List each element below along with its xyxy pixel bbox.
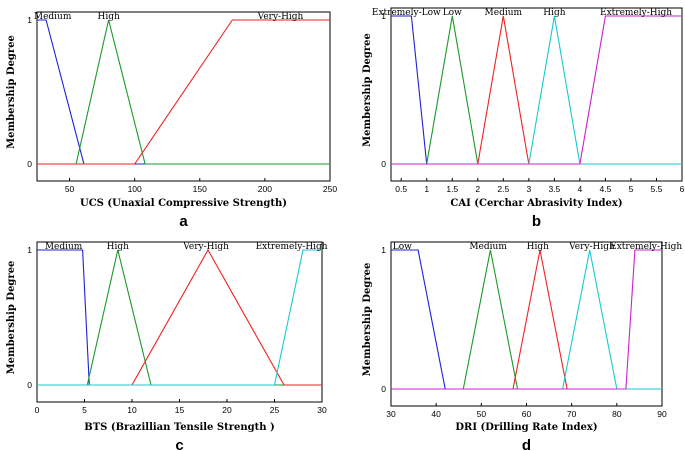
x-axis-title: CAI (Cerchar Abrasivity Index): [450, 198, 622, 209]
x-tick-label: 3: [526, 184, 531, 194]
x-tick-label: 250: [323, 184, 337, 194]
x-tick-label: 40: [431, 409, 441, 419]
y-tick-label: 0: [27, 380, 32, 390]
x-tick-label: 3.5: [548, 184, 560, 194]
series-label-high: High: [543, 8, 565, 18]
y-axis-title: Membership Degree: [6, 261, 17, 375]
series-label-extremely-low: Extremely-Low: [372, 8, 441, 18]
series-label-medium: Medium: [34, 12, 72, 22]
x-tick-label: 80: [612, 409, 622, 419]
chart-panel-d: 0 1 30 40 50 60 70 80 90 DRI (Drilling Rate Index…: [362, 241, 682, 451]
chart-panel-b: 0 1 0.5 1 1.5 2 2.5 3 3.5 4 4.5 5 5.5 6 CAI (Cerchar A…: [362, 7, 685, 230]
x-tick-label: 5: [629, 184, 634, 194]
x-tick-label: 0.5: [395, 184, 407, 194]
series-label-very-high: Very-High: [257, 12, 304, 22]
x-tick-label: 0: [35, 405, 40, 415]
x-tick-label: 50: [477, 409, 487, 419]
x-axis-title: UCS (Unaxial Compressive Strength): [80, 198, 287, 209]
series-label-medium: Medium: [45, 242, 83, 252]
series-line-extremely-high: [37, 249, 322, 386]
x-tick-label: 30: [317, 405, 327, 415]
series-label-very-high: Very-High: [182, 242, 229, 252]
y-tick-label: 0: [27, 159, 32, 169]
series-line-extremely-high: [391, 249, 662, 390]
y-axis-title: Membership Degree: [362, 263, 373, 377]
x-axis-title: BTS (Brazillian Tensile Strength ): [84, 422, 274, 433]
x-tick-label: 2: [475, 184, 480, 194]
series-label-extremely-high: Extremely-High: [256, 242, 328, 252]
series-line-very-high: [37, 19, 330, 165]
series-label-high: High: [107, 242, 129, 252]
x-tick-label: 2.5: [497, 184, 509, 194]
series-label-medium: Medium: [485, 8, 523, 18]
x-tick-label: 150: [193, 184, 207, 194]
series-line-extremely-low: [391, 15, 682, 165]
series-label-low: Low: [393, 242, 412, 252]
x-tick-label: 1.5: [446, 184, 458, 194]
y-tick-label: 0: [381, 159, 386, 169]
x-tick-label: 50: [65, 184, 75, 194]
x-tick-label: 1: [424, 184, 429, 194]
x-tick-label: 6: [680, 184, 685, 194]
plot-frame: [390, 7, 683, 182]
panel-letter: b: [532, 213, 541, 230]
y-tick-label: 1: [381, 245, 386, 255]
x-tick-label: 10: [127, 405, 137, 415]
panel-letter: c: [175, 437, 183, 451]
x-tick-label: 90: [657, 409, 667, 419]
series-line-high: [391, 15, 682, 165]
y-tick-label: 1: [27, 15, 32, 25]
y-tick-label: 1: [27, 245, 32, 255]
plot-frame: [36, 241, 323, 403]
x-tick-label: 20: [222, 405, 232, 415]
plot-frame: [390, 241, 663, 407]
x-tick-label: 4: [578, 184, 583, 194]
series-line-medium: [391, 15, 682, 165]
plot-frame: [36, 11, 331, 182]
x-tick-label: 200: [258, 184, 272, 194]
series-label-extremely-high: Extremely-High: [610, 242, 682, 252]
x-tick-label: 15: [175, 405, 185, 415]
series-label-high: High: [97, 12, 119, 22]
x-axis-title: DRI (Drilling Rate Index): [455, 422, 597, 433]
x-tick-label: 70: [567, 409, 577, 419]
series-label-medium: Medium: [469, 242, 507, 252]
x-tick-label: 25: [270, 405, 280, 415]
x-tick-label: 5: [82, 405, 87, 415]
panel-letter: a: [179, 213, 188, 230]
y-tick-label: 1: [381, 11, 386, 21]
y-axis-title: Membership Degree: [6, 35, 17, 149]
series-label-extremely-high: Extremely-High: [600, 8, 672, 18]
x-tick-label: 30: [386, 409, 396, 419]
x-tick-label: 100: [128, 184, 142, 194]
series-label-low: Low: [443, 8, 462, 18]
y-axis-title: Membership Degree: [362, 33, 373, 147]
series-line-low: [391, 15, 682, 165]
x-tick-label: 4.5: [600, 184, 612, 194]
series-line-extremely-high: [391, 15, 682, 165]
y-tick-label: 0: [381, 384, 386, 394]
series-label-very-high: Very-High: [568, 242, 615, 252]
x-tick-label: 5.5: [651, 184, 663, 194]
x-tick-label: 60: [522, 409, 532, 419]
series-label-high: High: [527, 242, 549, 252]
panel-letter: d: [522, 437, 531, 451]
